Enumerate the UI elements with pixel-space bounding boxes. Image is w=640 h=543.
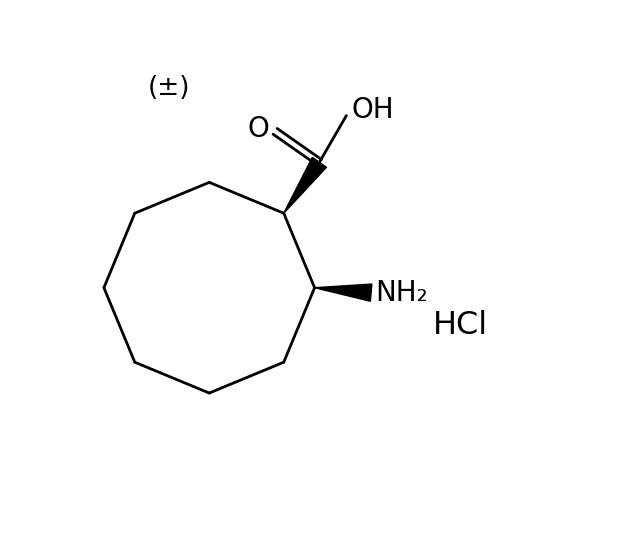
Text: NH₂: NH₂ <box>376 279 428 307</box>
Text: (±): (±) <box>147 75 190 101</box>
Polygon shape <box>284 157 326 213</box>
Text: O: O <box>248 115 269 143</box>
Text: OH: OH <box>352 96 394 124</box>
Text: HCl: HCl <box>433 310 488 341</box>
Polygon shape <box>315 284 372 301</box>
